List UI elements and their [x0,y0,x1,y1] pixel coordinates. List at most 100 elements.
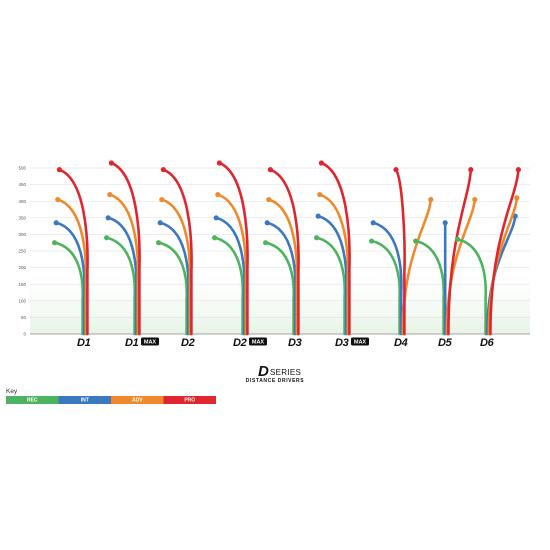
legend-label-int: INT [81,398,89,404]
flight-end-point-adv [472,196,478,203]
flight-end-point-pro [160,167,166,173]
flight-end-point-rec [455,236,461,242]
series-word: SERIES [270,368,301,377]
flight-line-adv [318,193,350,336]
flight-line-pro [269,168,300,336]
legend-label-adv: ADV [132,398,143,404]
flight-end-point-adv [317,191,323,198]
legend-title: Key [6,388,18,395]
flight-line-rec [213,236,245,336]
y-tick-label: 100 [18,298,26,303]
flight-end-point-pro [393,167,399,173]
flight-end-point-adv [266,196,272,203]
flight-line-pro [489,168,520,336]
flight-line-int [265,221,297,336]
flight-end-point-adv [55,196,61,203]
flight-line-pro [162,168,193,336]
flight-line-adv [216,193,248,336]
disc-label: D2 [233,337,247,349]
flight-end-point-int [442,220,448,226]
flight-line-pro [110,161,141,336]
flight-end-point-adv [215,191,221,198]
disc-flight-group [455,167,522,336]
flight-line-rec [264,241,296,336]
disc-label: D5 [438,337,453,349]
legend-label-pro: PRO [184,398,195,404]
flight-line-rec [456,238,488,336]
disc-flight-group [263,167,300,336]
flight-end-point-adv [428,196,434,203]
flight-line-rec [53,241,85,336]
flight-line-pro [447,168,473,336]
flight-end-point-pro [468,167,474,173]
y-tick-label: 250 [18,249,26,254]
series-title: D SERIES DISTANCE DRIVERS [246,363,304,384]
flight-paths [52,160,522,336]
disc-label: D3 [335,337,349,349]
disc-flight-group [212,160,249,336]
legend-label-rec: REC [27,398,38,404]
flight-end-point-rec [369,238,375,244]
flight-end-point-int [264,220,270,226]
y-tick-label: 300 [18,232,26,237]
disc-label: D2 [181,337,195,349]
max-badge [141,337,159,346]
disc-label: D3 [288,337,302,349]
flight-line-int [158,221,190,336]
disc-flight-group [413,167,478,336]
flight-end-point-int [213,215,219,221]
flight-line-int [106,216,138,336]
y-tick-label: 450 [18,182,26,187]
flight-line-adv [108,193,140,336]
flight-end-point-pro [108,160,114,166]
flight-end-point-rec [413,238,419,244]
flight-end-point-rec [104,235,110,241]
flight-line-adv [267,198,299,336]
max-badge-label: MAX [252,340,265,346]
disc-labels: D1 D1 MAX D2 D2 MAX D3 D3 MAX D4 D5 D6 [77,337,495,349]
flight-line-int [316,214,348,336]
disc-flight-group [314,160,351,336]
flight-end-point-int [315,213,321,219]
y-tick-label: 200 [18,265,26,270]
disc-label: D1 [125,337,139,349]
disc-flight-group [104,160,141,336]
disc-label: D1 [77,337,91,349]
flight-line-rec [414,239,446,336]
y-tick-label: 400 [18,199,26,204]
flight-end-point-int [53,220,59,226]
flight-line-rec [370,239,402,336]
flight-line-pro [218,161,249,336]
flight-end-point-int [370,220,376,226]
legend-swatch-rec [6,396,59,404]
legend-swatch-adv [111,396,164,404]
flight-line-int [371,221,403,336]
legend-swatch-pro [163,396,216,404]
flight-end-point-pro [318,160,324,166]
max-badge [351,337,369,346]
disc-flight-group [156,167,193,336]
disc-label: D4 [394,337,408,349]
y-axis-ticks: 0 50 100 150 200 250 300 350 400 450 500 [18,166,26,337]
flight-line-rec [157,241,189,336]
series-logo: D [258,363,269,380]
flight-line-int [214,216,246,336]
max-badge-label: MAX [354,340,367,346]
flight-end-point-adv [514,195,520,201]
flight-end-point-rec [314,235,320,241]
max-badge [249,337,267,346]
y-tick-label: 0 [23,332,26,337]
legend: Key REC INT ADV PRO [6,388,216,404]
flight-end-point-pro [216,160,222,166]
flight-end-point-pro [56,167,63,173]
disc-flight-group [52,167,89,336]
y-tick-label: 500 [18,166,26,171]
flight-line-pro [394,168,406,336]
ground-fade [30,262,530,334]
flight-line-adv [160,198,192,336]
y-tick-label: 150 [18,282,26,287]
flight-line-int [54,221,86,336]
disc-flight-group [369,167,434,336]
flight-line-rec [315,236,347,336]
